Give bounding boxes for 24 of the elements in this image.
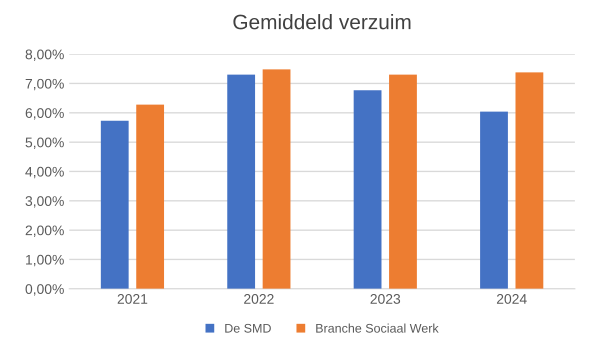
x-tick-label: 2022 [244, 294, 274, 304]
bar [515, 72, 544, 289]
y-tick-label: 5,00% [26, 137, 64, 149]
bar [480, 112, 508, 289]
x-tick-label: 2023 [370, 294, 400, 304]
y-tick-label: 2,00% [26, 225, 64, 237]
y-tick-label: 8,00% [26, 49, 64, 61]
bar [100, 120, 129, 289]
y-tick-label: 6,00% [26, 108, 64, 120]
y-tick-label: 7,00% [26, 78, 64, 90]
x-tick-label: 2021 [118, 294, 148, 304]
bar [227, 74, 256, 289]
y-tick-label: 3,00% [26, 196, 64, 208]
bar [389, 74, 417, 289]
x-tick-label: 2024 [496, 294, 527, 304]
y-tick-label: 4,00% [25, 166, 64, 178]
chart-title: Gemiddeld verzuim [233, 14, 410, 30]
y-tick-label: 1,00% [26, 254, 64, 266]
y-tick-label: 0,00% [26, 284, 64, 296]
bar [136, 104, 164, 289]
bar [262, 69, 290, 289]
legend-label: Branche Sociaal Werk [316, 324, 439, 333]
legend-label: De SMD [225, 324, 271, 333]
bar [354, 90, 382, 289]
